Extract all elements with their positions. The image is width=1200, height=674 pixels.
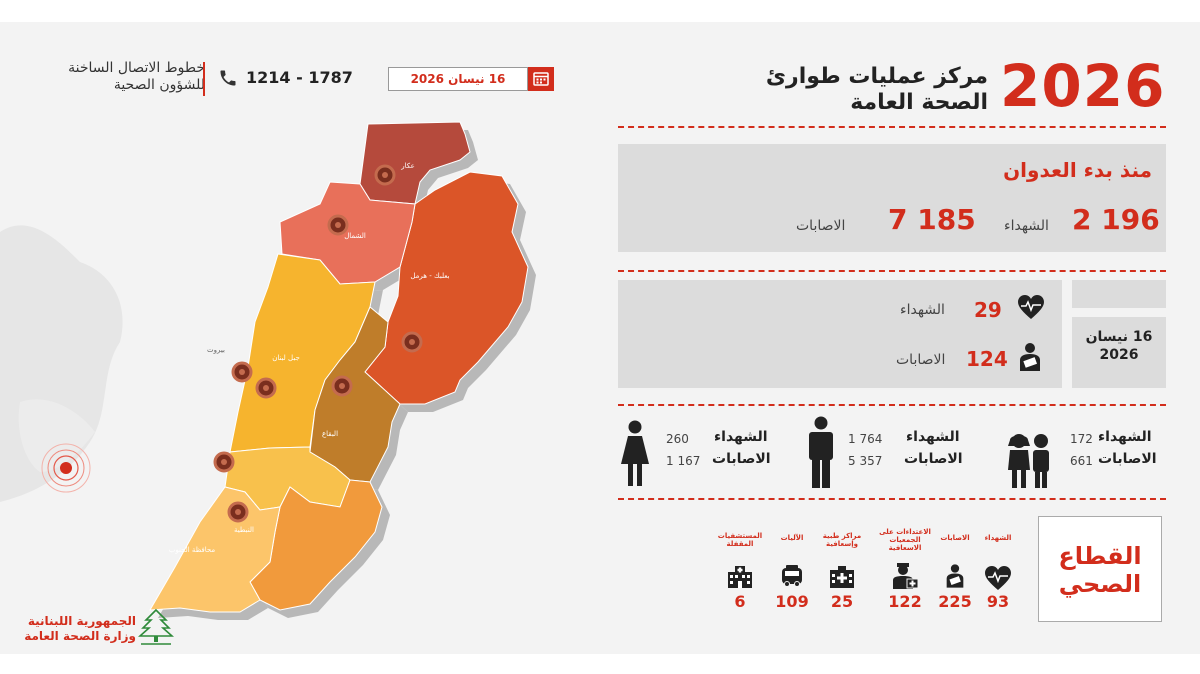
since-aggression-panel [618,144,1166,252]
hotline-label-line1: خطوط الاتصال الساخنة [68,60,205,76]
hotline-label: خطوط الاتصال الساخنة للشؤون الصحية [25,60,205,94]
health-item-value: 25 [830,592,854,611]
region-south [149,486,281,613]
heartbeat-icon [1018,295,1044,319]
header-year: 2026 [1000,52,1166,120]
children-martyrs-value: 172 [1070,432,1093,446]
children-injured-value: 661 [1070,454,1093,468]
health-item-value: 122 [888,592,922,611]
hospital-icon [728,566,752,588]
divider-line [618,498,1166,500]
daily-date-line2: 2026 [1099,347,1139,363]
men-martyrs-label: الشهداء [906,429,960,445]
world-map-background [0,225,123,502]
heartbeat-icon [985,566,1011,590]
daily-date-line1: 16 نيسان [1085,329,1153,345]
men-martyrs-value: 1 764 [848,432,883,446]
health-sector-title: القطاع الصحي [1038,542,1162,598]
total-martyrs-label: الشهداء [1004,218,1049,234]
map-marker-icon [374,164,396,186]
header-title-line2: الصحة العامة [850,90,988,115]
since-aggression-heading: منذ بدء العدوان [1003,158,1152,182]
injured-person-icon [946,564,964,588]
region-label-beirut: بيروت [207,346,225,354]
map-marker-icon [213,451,235,473]
cedar-logo-icon [138,608,174,645]
divider-line [618,126,1166,128]
women-martyrs-value: 260 [666,432,689,446]
men-injured-value: 5 357 [848,454,883,468]
divider-line [618,270,1166,272]
health-item-label: الآليات [780,534,804,542]
map-marker-icon [331,375,353,397]
health-sector-title-line2: الصحي [1058,570,1142,598]
hotline-number: 1214 - 1787 [246,68,353,87]
header-title-line1: مركز عمليات طوارئ [765,64,988,89]
region-north [279,181,416,285]
map-marker-icon [327,214,349,236]
paramedic-icon [893,563,919,589]
daily-injured-value: 124 [966,347,1008,371]
map-marker-icon [255,377,277,399]
calendar-icon [528,67,554,91]
region-label-north: الشمال [344,232,366,240]
daily-injured-label: الاصابات [896,352,946,368]
children-martyrs-label: الشهداء [1098,429,1152,445]
health-item-label: الاعتداءات على الجمعيات الاسعافية [879,528,931,552]
health-item-label: المستشفيات المقفلة [717,532,763,548]
region-label-south: محافظة الجنوب [169,546,216,554]
hotline-divider [203,62,205,96]
lebanon-map: عكار الشمال بعلبك - هرمل جبل لبنان بيروت… [149,121,536,620]
map-marker-icon [227,501,249,523]
infographic-canvas: خطوط الاتصال الساخنة للشؤون الصحية 1214 … [0,22,1200,654]
total-injured-label: الاصابات [796,218,846,234]
region-label-nabatieh: النبطية [234,526,254,534]
region-label-akkar: عكار [400,162,415,170]
region-label-mount-lebanon: جبل لبنان [272,354,300,362]
ministry-name: الجمهورية اللبنانية وزارة الصحة العامة [18,614,136,644]
total-injured-value: 7 185 [888,203,976,236]
health-item-value: 6 [734,592,746,611]
women-injured-label: الاصابات [712,451,771,467]
women-injured-value: 1 167 [666,454,701,468]
daily-martyrs-value: 29 [974,298,1002,322]
region-label-bekaa: البقاع [322,430,338,438]
health-item-label: مراكز طبية وإسعافية [822,532,862,548]
children-injured-label: الاصابات [1098,451,1157,467]
divider-line [618,404,1166,406]
daily-stats-panel [618,280,1062,388]
daily-martyrs-label: الشهداء [900,302,945,318]
total-martyrs-value: 2 196 [1072,203,1160,236]
phone-icon [220,70,236,86]
ambulance-icon [782,565,802,587]
hotline-label-line2: للشؤون الصحية [113,77,205,93]
children-icon [1008,434,1049,488]
daily-date-tab [1072,280,1166,308]
ministry-line1: الجمهورية اللبنانية [27,614,136,628]
map-marker-icon [231,361,253,383]
date-badge: 16 نيسان 2026 [388,67,528,91]
daily-date: 16 نيسان 2026 [1072,328,1166,364]
man-icon [809,416,833,488]
map-markers [213,164,423,523]
ministry-line2: وزارة الصحة العامة [24,629,136,643]
woman-icon [621,420,649,486]
pulse-target-icon [41,443,91,493]
injured-person-icon [1020,343,1040,371]
health-item-label: الشهداء [984,534,1012,542]
medical-center-icon [830,566,854,588]
health-item-label: الاصابات [940,534,970,542]
men-injured-label: الاصابات [904,451,963,467]
health-sector-title-line1: القطاع [1058,542,1142,570]
health-item-value: 93 [986,592,1010,611]
header-title: مركز عمليات طوارئ الصحة العامة [728,64,988,116]
health-sector-box [1038,516,1162,622]
region-label-baalbek: بعلبك - هرمل [410,272,449,280]
daily-date-panel [1072,317,1166,388]
women-martyrs-label: الشهداء [714,429,768,445]
health-item-value: 109 [775,592,809,611]
health-item-value: 225 [938,592,972,611]
map-marker-icon [401,331,423,353]
